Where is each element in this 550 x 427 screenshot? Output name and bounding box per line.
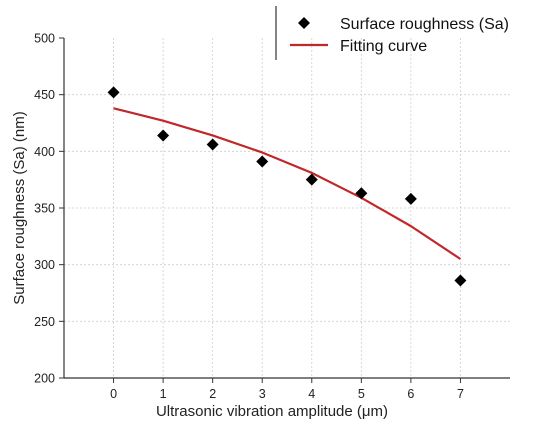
roughness-point	[206, 138, 219, 151]
x-ticks: 0 1 2 3 4 5 6 7	[110, 378, 464, 401]
x-tick-label: 0	[110, 387, 117, 401]
x-tick-label: 4	[308, 387, 315, 401]
x-axis-title: Ultrasonic vibration amplitude (μm)	[156, 403, 388, 420]
legend-marker-roughness	[298, 17, 310, 29]
grid	[64, 38, 510, 378]
x-tick-label: 3	[259, 387, 266, 401]
legend-label-fitting-curve: Fitting curve	[340, 38, 427, 55]
y-axis-title: Surface roughness (Sa) (nm)	[11, 111, 28, 304]
roughness-point	[454, 274, 467, 287]
y-tick-label: 350	[34, 202, 55, 216]
legend-label-roughness: Surface roughness (Sa)	[340, 16, 509, 33]
roughness-point	[355, 187, 368, 200]
y-tick-label: 300	[34, 258, 55, 272]
y-tick-label: 400	[34, 145, 55, 159]
series-layer	[107, 86, 467, 287]
roughness-point	[107, 86, 120, 99]
fitting-curve-line	[113, 107, 462, 260]
y-tick-label: 200	[34, 372, 55, 386]
x-tick-label: 5	[358, 387, 365, 401]
roughness-point	[305, 173, 318, 186]
legend: Surface roughness (Sa) Fitting curve	[275, 6, 509, 60]
y-ticks: 200 250 300 350 400 450 500	[34, 32, 64, 386]
axes	[63, 38, 510, 379]
y-tick-label: 450	[34, 88, 55, 102]
y-tick-label: 250	[34, 315, 55, 329]
roughness-point	[256, 155, 269, 168]
x-tick-label: 1	[160, 387, 167, 401]
x-tick-label: 7	[457, 387, 464, 401]
roughness-point	[157, 129, 170, 142]
x-tick-label: 2	[209, 387, 216, 401]
roughness-point	[404, 192, 417, 205]
y-tick-label: 500	[34, 32, 55, 46]
x-tick-label: 6	[407, 387, 414, 401]
